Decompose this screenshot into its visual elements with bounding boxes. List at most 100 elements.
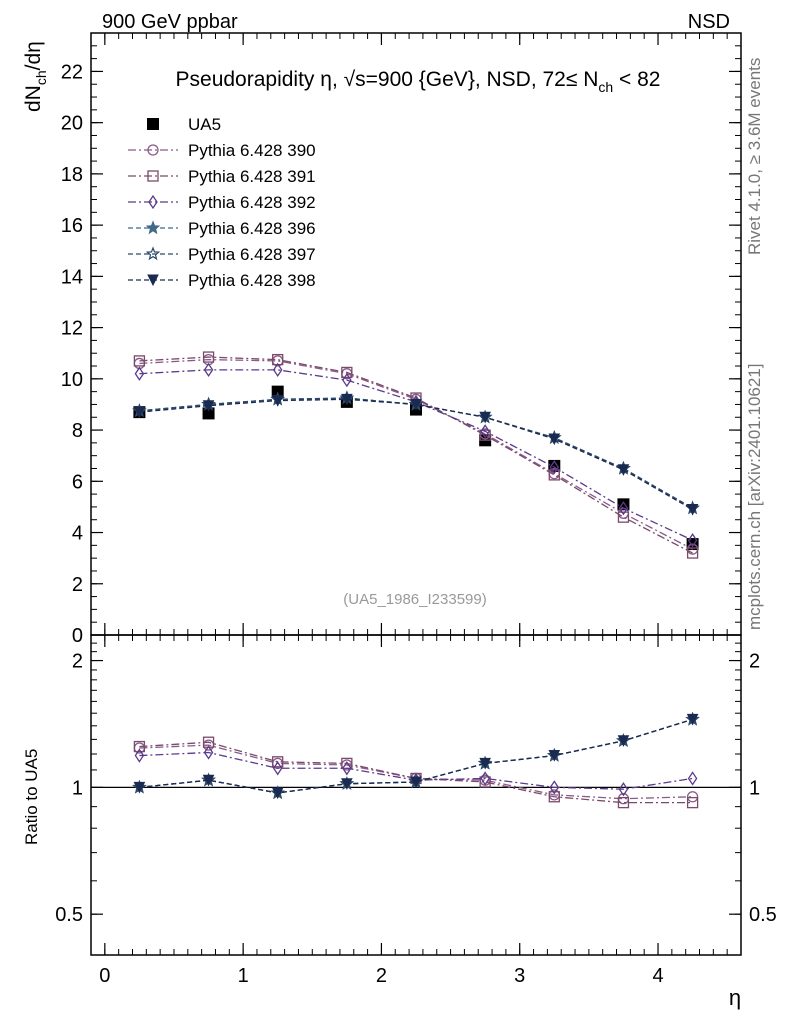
ratio-point-398 bbox=[479, 757, 491, 770]
ratio-point-391 bbox=[133, 740, 146, 753]
main-point-391 bbox=[133, 355, 146, 367]
main-point-398 bbox=[686, 503, 699, 516]
ratio-line-398 bbox=[139, 718, 693, 794]
main-axis-ticks: 0 2 4 6 8 10 12 14 16 18 20 22 bbox=[61, 32, 741, 647]
main-point-392 bbox=[342, 372, 352, 388]
main-point-391 bbox=[202, 351, 215, 363]
ratio-point-392 bbox=[272, 761, 283, 776]
ratio-axis-ticks: 0.5 0.5 1 1 2 2 bbox=[55, 642, 777, 956]
ratio-line-390 bbox=[139, 744, 693, 800]
main-point-398 bbox=[341, 393, 353, 406]
xtick-label: 1 bbox=[238, 965, 249, 987]
main-point-398 bbox=[479, 411, 491, 424]
ratio-point-398 bbox=[271, 787, 284, 800]
ratio-point-398 bbox=[133, 781, 146, 794]
main-line-397 bbox=[139, 397, 693, 509]
main-point-398 bbox=[202, 400, 215, 412]
main-point-392 bbox=[549, 460, 560, 475]
main-ytick-label: 12 bbox=[61, 318, 83, 340]
main-ytick-label: 16 bbox=[61, 215, 83, 237]
header-right-text: NSD bbox=[688, 11, 730, 33]
main-point-392 bbox=[134, 366, 145, 381]
ratio-point-392 bbox=[618, 782, 629, 797]
main-ytick-label: 4 bbox=[72, 523, 83, 545]
legend-label-391: Pythia 6.428 391 bbox=[188, 167, 316, 186]
ratio-series-group bbox=[132, 711, 700, 809]
ratio-point-390 bbox=[686, 791, 699, 803]
main-ytick-label: 14 bbox=[61, 266, 83, 288]
main-ytick-label: 6 bbox=[72, 471, 83, 493]
main-point-391 bbox=[686, 547, 699, 559]
ratio-ytick-label-right: 0.5 bbox=[749, 904, 777, 926]
main-ytick-label: 8 bbox=[72, 420, 83, 442]
legend-marker-UA5 bbox=[147, 118, 159, 130]
legend-label-397: Pythia 6.428 397 bbox=[188, 245, 316, 264]
ratio-ytick-label-right: 1 bbox=[749, 777, 760, 799]
ratio-point-392 bbox=[549, 780, 560, 795]
ratio-point-392 bbox=[687, 771, 698, 786]
legend-label-UA5: UA5 bbox=[188, 115, 221, 134]
mcplots-side-text: mcplots.cern.ch [arXiv:2401.10621] bbox=[745, 364, 764, 630]
legend-marker-396 bbox=[145, 220, 161, 235]
ratio-point-391 bbox=[617, 796, 630, 809]
main-point-398 bbox=[133, 406, 146, 419]
ratio-point-392 bbox=[480, 771, 490, 786]
ratio-point-398 bbox=[202, 774, 215, 787]
legend-marker-397 bbox=[145, 246, 161, 261]
main-line-390 bbox=[139, 358, 693, 550]
main-ytick-label: 22 bbox=[61, 61, 83, 83]
main-ytick-label: 0 bbox=[72, 625, 83, 647]
ratio-ytick-label-left: 1 bbox=[72, 777, 83, 799]
main-point-391 bbox=[617, 511, 630, 523]
x-axis-ticks: 0 1 2 3 4 bbox=[99, 33, 728, 987]
main-line-398 bbox=[139, 398, 693, 511]
main-ytick-label: 20 bbox=[61, 113, 83, 135]
main-point-398 bbox=[617, 464, 630, 476]
ratio-point-398 bbox=[410, 776, 422, 789]
ratio-point-391 bbox=[272, 756, 284, 768]
xtick-label: 3 bbox=[514, 965, 525, 987]
analysis-watermark: (UA5_1986_I233599) bbox=[343, 591, 486, 608]
rivet-side-text: Rivet 4.1.0, ≥ 3.6M events bbox=[745, 58, 764, 255]
legend: UA5 Pythia 6.428 390 Pythia 6.428 391 Pythi… bbox=[128, 115, 316, 290]
main-series-group bbox=[132, 351, 700, 559]
ratio-panel-frame bbox=[90, 634, 742, 956]
main-ytick-label: 2 bbox=[72, 574, 83, 596]
ratio-point-391 bbox=[548, 791, 560, 803]
legend-marker-398 bbox=[147, 274, 159, 287]
main-point-391 bbox=[548, 469, 560, 481]
main-point-392 bbox=[480, 424, 490, 439]
ratio-line-391 bbox=[139, 741, 693, 804]
main-point-398 bbox=[548, 433, 561, 446]
main-point-398 bbox=[271, 395, 284, 407]
legend-label-398: Pythia 6.428 398 bbox=[188, 271, 316, 290]
ratio-point-398 bbox=[617, 735, 630, 747]
main-point-391 bbox=[341, 366, 353, 379]
ratio-point-392 bbox=[134, 748, 145, 763]
main-point-391 bbox=[479, 429, 491, 441]
legend-marker-390 bbox=[147, 144, 159, 156]
main-point-392 bbox=[618, 501, 629, 516]
xtick-label: 0 bbox=[99, 965, 110, 987]
main-title: Pseudorapidity η, √s=900 {GeV}, NSD, 72≤… bbox=[176, 68, 661, 95]
main-ytick-label: 18 bbox=[61, 164, 83, 186]
main-ytick-label: 10 bbox=[61, 369, 83, 391]
main-point-392 bbox=[687, 533, 698, 548]
main-ylabel: dNch/dη bbox=[22, 41, 49, 112]
main-point-392 bbox=[203, 362, 214, 378]
main-point-UA5 bbox=[202, 407, 215, 420]
ratio-point-391 bbox=[686, 796, 699, 809]
legend-label-390: Pythia 6.428 390 bbox=[188, 141, 316, 160]
legend-label-392: Pythia 6.428 392 bbox=[188, 193, 316, 212]
header-left-text: 900 GeV ppbar bbox=[102, 11, 238, 33]
x-axis-label: η bbox=[729, 985, 741, 1010]
ratio-point-391 bbox=[479, 776, 491, 788]
main-point-398 bbox=[410, 398, 422, 411]
ratio-ytick-label-left: 2 bbox=[72, 651, 83, 673]
ratio-point-398 bbox=[548, 750, 561, 762]
ratio-point-398 bbox=[686, 713, 699, 726]
legend-marker-391 bbox=[147, 170, 159, 182]
ratio-ylabel: Ratio to UA5 bbox=[22, 749, 41, 845]
legend-label-396: Pythia 6.428 396 bbox=[188, 219, 316, 238]
